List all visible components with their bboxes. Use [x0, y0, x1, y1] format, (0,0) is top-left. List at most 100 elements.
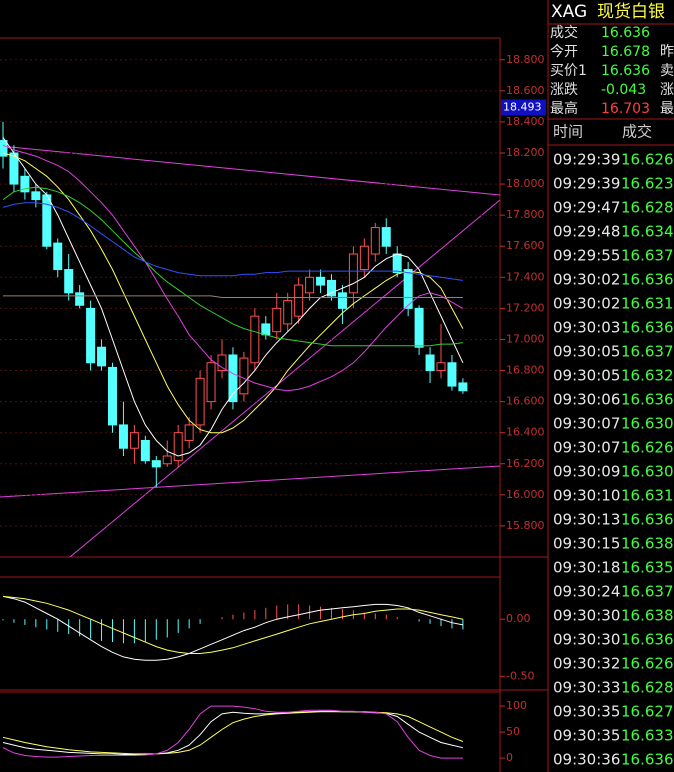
trade-time: 09:30:02	[553, 295, 620, 313]
candle-body	[184, 424, 194, 441]
trade-price: 16.627	[621, 703, 674, 721]
quote-extra: 涨	[660, 82, 674, 98]
y-tick-label: 17.600	[506, 239, 545, 252]
y-tick-label: 17.200	[506, 301, 545, 314]
quote-extra: 卖	[660, 63, 674, 79]
trade-price: 16.638	[621, 607, 674, 625]
candle-body	[86, 307, 96, 364]
y-tick-label: 18.200	[506, 146, 545, 159]
candle-body	[217, 354, 227, 372]
y-tick-label: 16.400	[506, 426, 545, 439]
trade-time: 09:30:15	[553, 535, 620, 553]
candle-body	[370, 227, 380, 255]
trade-time: 09:30:06	[553, 391, 620, 409]
candle-body	[228, 354, 238, 403]
y-tick-label: 16.200	[506, 457, 545, 470]
y-tick-label: 18.000	[506, 177, 545, 190]
price-marker-label: 18.493	[503, 100, 542, 113]
candle-body	[75, 292, 85, 306]
trade-price: 16.630	[621, 463, 674, 481]
trade-time: 09:30:05	[553, 343, 620, 361]
symbol: XAG	[551, 2, 587, 22]
candle-body	[129, 432, 139, 449]
y-tick-label: 18.600	[506, 84, 545, 97]
y-tick-label: 100	[506, 699, 527, 712]
trend-lines	[0, 145, 500, 557]
indicator-line	[2, 705, 463, 759]
candle-body	[31, 191, 41, 201]
candle-body	[64, 269, 74, 294]
y-tick-label: -0.50	[506, 669, 534, 682]
candle-body	[316, 276, 326, 286]
candle-body	[403, 269, 413, 309]
trade-time: 09:29:39	[553, 175, 620, 193]
candle-body	[118, 424, 128, 449]
candle-body	[140, 439, 150, 462]
panel	[2, 705, 464, 759]
trade-time: 09:30:32	[553, 655, 620, 673]
candle-body	[239, 357, 249, 395]
indicator-line	[2, 710, 464, 755]
trade-time: 09:29:55	[553, 247, 620, 265]
quote-extra: 最	[660, 101, 674, 117]
y-tick-label: 18.800	[506, 53, 545, 66]
trade-price: 16.628	[621, 679, 674, 697]
y-tick-label: 17.400	[506, 270, 545, 283]
candle-body	[348, 253, 358, 294]
candle-body	[195, 377, 205, 426]
candle-body	[327, 279, 336, 297]
y-tick-label: 0	[506, 751, 513, 764]
trade-time: 09:30:10	[553, 487, 620, 505]
y-tick-label: 18.400	[506, 115, 545, 128]
trade-time: 09:30:13	[553, 511, 620, 529]
trade-price: 16.635	[621, 559, 674, 577]
y-tick-label: 50	[506, 725, 520, 738]
indicator-line	[2, 144, 464, 392]
candle-body	[381, 227, 391, 247]
trade-price: 16.636	[621, 631, 674, 649]
quote-label: 成交	[550, 24, 578, 41]
candle-body	[414, 307, 424, 348]
indicator-line	[2, 202, 463, 281]
trade-price: 16.636	[621, 271, 674, 289]
trade-price: 16.637	[621, 247, 674, 265]
trade-price: 16.630	[621, 415, 674, 433]
candle-body	[436, 362, 446, 372]
y-tick-label: 15.800	[506, 519, 545, 532]
trades-header: 成交	[622, 123, 652, 141]
quote-value: 16.636	[601, 63, 650, 79]
trade-price: 16.631	[621, 487, 674, 505]
indicator-line	[3, 295, 463, 298]
trade-time: 09:30:09	[553, 463, 620, 481]
quote-value: -0.043	[601, 82, 646, 98]
candle-body	[20, 175, 30, 193]
trade-time: 09:30:07	[553, 415, 620, 433]
quote-extra: 昨	[660, 44, 674, 60]
candle-body	[283, 300, 293, 325]
trade-time: 09:30:35	[553, 727, 620, 745]
trade-price: 16.636	[621, 751, 674, 769]
quote-value: 16.678	[601, 44, 650, 60]
trade-price: 16.632	[621, 367, 674, 385]
trade-price: 16.631	[621, 295, 674, 313]
y-tick-label: 0.00	[506, 612, 531, 625]
candle-body	[447, 362, 457, 387]
y-tick-label: 16.800	[506, 364, 545, 377]
candle-body	[97, 346, 107, 367]
candle-body	[0, 140, 8, 157]
trade-price: 16.633	[621, 727, 674, 745]
candle-body	[151, 460, 161, 468]
quote-label: 今开	[550, 44, 578, 60]
candle-body	[162, 455, 172, 465]
y-tick-label: 16.600	[506, 395, 545, 408]
indicator-line	[2, 152, 464, 434]
candle-body	[392, 253, 402, 274]
trade-time: 09:30:05	[553, 367, 620, 385]
quote-value: 16.703	[601, 101, 650, 117]
trade-price: 16.636	[621, 319, 674, 337]
candle-body	[206, 362, 216, 403]
indicator-line	[2, 595, 463, 661]
candle-body	[261, 323, 271, 336]
